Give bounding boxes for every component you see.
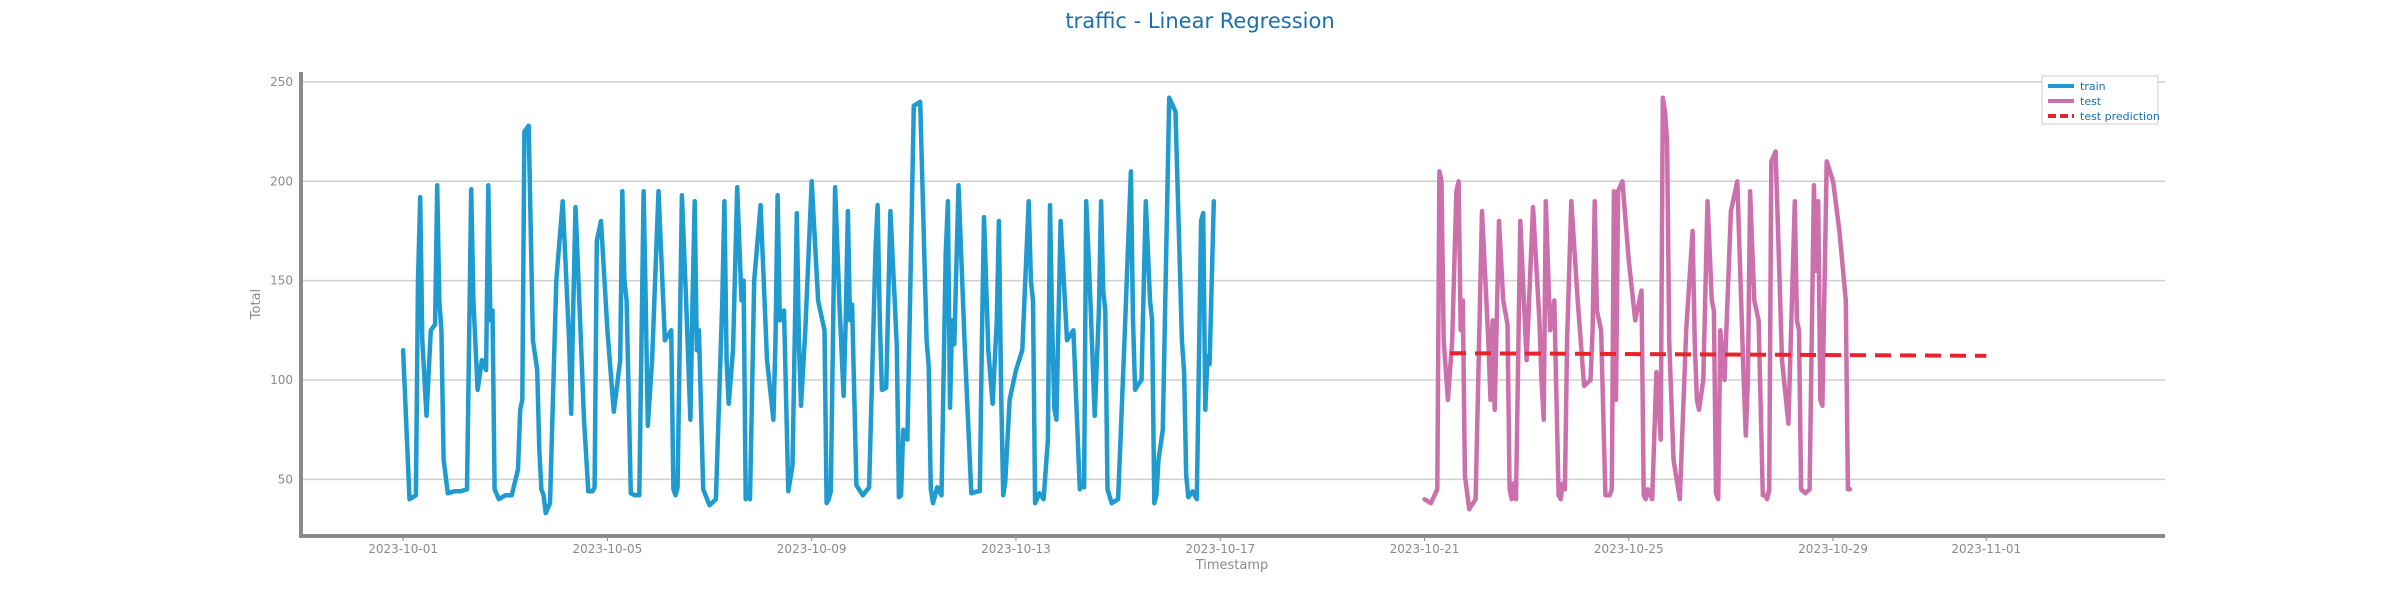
legend-label: test prediction	[2080, 110, 2160, 123]
series-line-test-prediction	[1449, 351, 1987, 358]
legend-label: test	[2080, 95, 2102, 108]
series-layer	[400, 95, 1987, 516]
x-tick-label: 2023-10-21	[1390, 542, 1460, 556]
chart-title: traffic - Linear Regression	[1065, 9, 1334, 33]
y-tick-label: 100	[270, 373, 293, 387]
legend-label: train	[2080, 80, 2106, 93]
series-line-test	[1422, 95, 1853, 512]
x-tick-label: 2023-10-05	[573, 542, 643, 556]
x-tick-label: 2023-10-25	[1594, 542, 1664, 556]
x-tick-label: 2023-10-13	[981, 542, 1051, 556]
x-tick-label: 2023-11-01	[1951, 542, 2021, 556]
y-tick-label: 50	[278, 472, 293, 486]
y-tick-label: 200	[270, 174, 293, 188]
series-line-train	[400, 95, 1217, 516]
x-tick-label: 2023-10-09	[777, 542, 847, 556]
tick-layer: 50 100 150 200 250 2023-10-01 2023-10-05 2023-1…	[270, 75, 2021, 556]
x-axis-label: Timestamp	[1195, 558, 1269, 573]
x-tick-label: 2023-10-17	[1185, 542, 1255, 556]
y-tick-label: 150	[270, 274, 293, 288]
legend: train test test prediction	[2041, 75, 2160, 125]
y-axis-label: Total	[249, 289, 264, 320]
x-tick-label: 2023-10-01	[368, 542, 438, 556]
x-tick-label: 2023-10-29	[1798, 542, 1868, 556]
y-tick-label: 250	[270, 75, 293, 89]
